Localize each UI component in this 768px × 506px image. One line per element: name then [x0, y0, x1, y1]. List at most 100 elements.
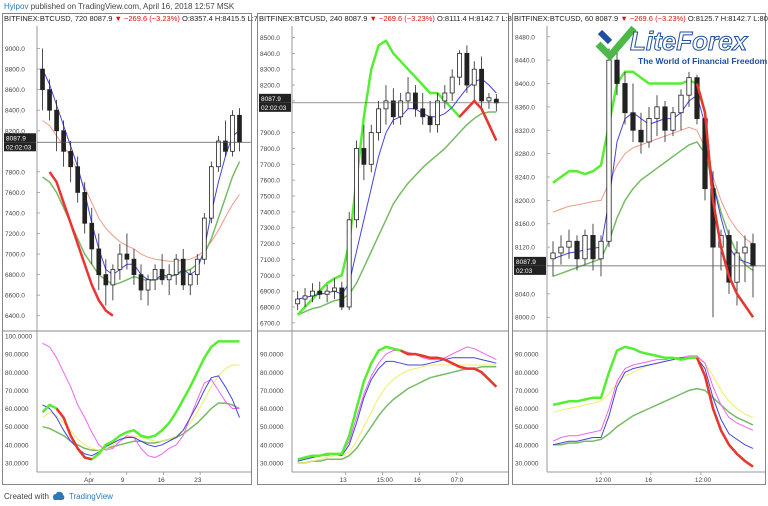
candle-body	[361, 148, 367, 165]
author-link[interactable]: Hyipov	[4, 2, 29, 11]
candle-body	[742, 246, 748, 254]
symbol-label: BITFINEX:BTCUSD, 720	[4, 14, 88, 23]
price-tick-label: 7200.0	[5, 231, 25, 238]
candle-body	[590, 235, 596, 260]
candle-body	[145, 279, 151, 291]
candle-body	[412, 92, 418, 110]
candle-body	[103, 274, 109, 286]
candle-body	[117, 253, 123, 270]
osc-green-line	[297, 345, 498, 461]
price-tick-label: 7500.0	[260, 194, 280, 201]
osc-tick-label: 90.0000	[5, 352, 29, 359]
candle-body	[750, 243, 756, 267]
price-tick-label: 7000.0	[5, 252, 25, 259]
price-tick-label: 7300.0	[260, 225, 280, 232]
candle-body	[630, 112, 636, 131]
ohlc-label: O:8357.4 H:8415.5 L:7999.0 C:8087.9	[181, 14, 310, 23]
price-tick-label: 8600.0	[5, 87, 25, 94]
chart-svg[interactable]: 9000.0 8800.0 8600.0 8400.0 8200.0 7800.0 7600…	[3, 14, 251, 484]
osc-darkgreen-line	[297, 366, 497, 464]
price-tick-label: 8400.0	[260, 51, 280, 58]
chart-svg[interactable]: 8480.0 8440.0 8400.0 8360.0 8320.0 8280.0 8240…	[513, 14, 765, 484]
price-tick-label: 8400.0	[515, 81, 535, 88]
tradingview-cloud-icon	[52, 491, 65, 500]
candle-body	[332, 287, 337, 292]
candle-body	[398, 100, 404, 118]
osc-pink-line	[42, 342, 240, 458]
osc-blue-line	[552, 357, 754, 449]
symbol-label: BITFINEX:BTCUSD, 60	[514, 14, 594, 23]
time-tick-label: 15:00	[377, 477, 394, 484]
candle-body	[405, 92, 411, 102]
osc-tick-label: 30.0000	[515, 460, 539, 467]
price-tick-label: 7900.0	[260, 130, 280, 137]
osc-blue-line	[42, 375, 240, 457]
ohlc-label: O:8125.7 H:8142.7 L:8034.0 C:8	[687, 14, 768, 23]
price-tick-label: 8200.0	[260, 83, 280, 90]
candle-body	[110, 269, 116, 286]
osc-yellow-line	[297, 364, 497, 464]
candle-body	[187, 274, 193, 286]
candle-body	[646, 118, 652, 143]
osc-tick-label: 30.0000	[5, 460, 29, 467]
price-tick-label: 8800.0	[5, 67, 25, 74]
tradingview-link[interactable]: TradingView	[68, 491, 113, 501]
price-tick-label: 7600.0	[260, 178, 280, 185]
created-with-label: Created with	[4, 491, 49, 501]
chart-panel-60[interactable]: BITFINEX:BTCUSD, 60 8087.9 ▼ −269.6 (−3.…	[512, 13, 768, 485]
osc-darkgreen-line	[553, 387, 754, 446]
osc-blue-line	[297, 357, 497, 462]
change-label: ▼ −269.6 (−3.23%)	[114, 14, 180, 23]
price-tick-label: 7800.0	[260, 146, 280, 153]
publish-text: published on TradingView.com, April 16, …	[30, 2, 235, 11]
chart-panel-720[interactable]: BITFINEX:BTCUSD, 720 8087.9 ▼ −269.6 (−3…	[2, 13, 309, 485]
current-price-label: 8087.9	[6, 135, 26, 142]
candle-body	[662, 106, 668, 131]
candle-body	[75, 166, 81, 193]
time-tick-label: 9	[121, 477, 125, 484]
price-tick-label: 8300.0	[260, 67, 280, 74]
candle-body	[346, 219, 352, 308]
time-tick-label: 13	[340, 477, 348, 484]
candle-body	[694, 77, 700, 119]
candle-body	[638, 129, 644, 143]
candle-body	[302, 295, 308, 300]
candle-body	[486, 97, 492, 102]
time-label-box	[4, 142, 36, 152]
time-tick-label: 12:00	[595, 477, 612, 484]
price-tick-label: 7800.0	[5, 169, 25, 176]
osc-tick-label: 60.0000	[515, 406, 539, 413]
price-tick-label: 6900.0	[260, 289, 280, 296]
price-tick-label: 8200.0	[5, 128, 25, 135]
candle-body	[317, 290, 323, 295]
sma-blue-line	[297, 78, 497, 300]
price-label-box	[4, 133, 36, 143]
chart-panel-240[interactable]: BITFINEX:BTCUSD, 240 8087.9 ▼ −269.6 (−3…	[257, 13, 563, 485]
logo-name: LiteForex	[629, 26, 748, 57]
panel-header: BITFINEX:BTCUSD, 60 8087.9 ▼ −269.6 (−3.…	[514, 14, 768, 23]
candle-body	[89, 222, 95, 250]
current-price-label: 8087.9	[261, 96, 281, 103]
price-tick-label: 8240.0	[515, 175, 535, 182]
candle-body	[201, 217, 207, 260]
price-tick-label: 8400.0	[5, 108, 25, 115]
candle-body	[124, 253, 130, 260]
osc-tick-label: 60.0000	[260, 406, 284, 413]
candle-body	[390, 100, 396, 118]
candle-body	[223, 140, 228, 152]
sma-green-line	[552, 141, 754, 278]
candle-body	[654, 106, 660, 119]
price-tick-label: 6700.0	[260, 320, 280, 327]
countdown-label: 02:02:03	[261, 105, 287, 112]
candle-body	[209, 166, 214, 219]
chart-svg[interactable]: 8500.08400.08300.08200.08100.07900.07800…	[258, 14, 508, 484]
candle-body	[180, 258, 186, 286]
osc-tick-label: 30.0000	[260, 460, 284, 467]
candle-body	[230, 114, 235, 152]
osc-pink-line	[552, 355, 754, 442]
candle-body	[61, 130, 66, 152]
price-tick-label: 7100.0	[260, 257, 280, 264]
price-tick-label: 8280.0	[515, 151, 535, 158]
candle-body	[54, 109, 59, 132]
countdown-label: 02:02:03	[6, 144, 32, 151]
